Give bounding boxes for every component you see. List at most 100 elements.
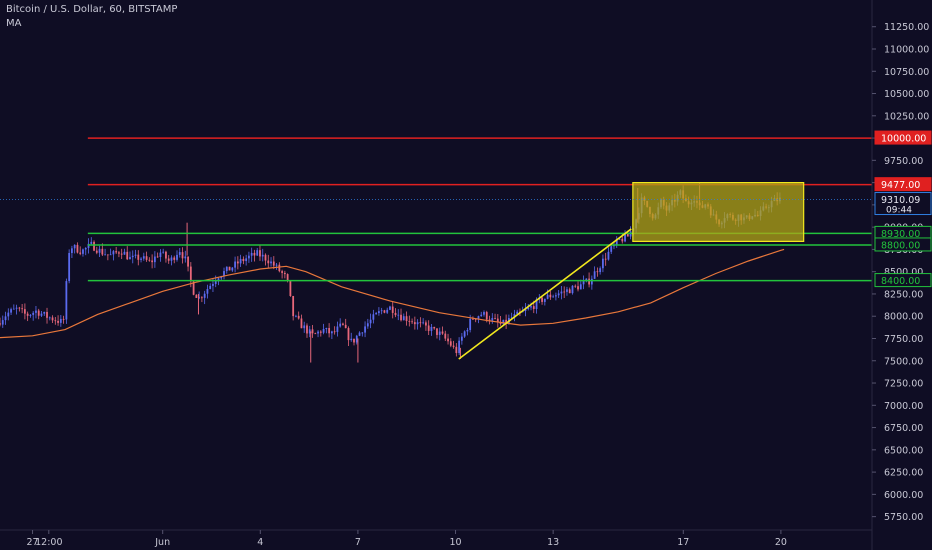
candle-body [353, 338, 355, 343]
candle-body [236, 261, 239, 264]
candle-body [483, 312, 485, 315]
candle-body [618, 238, 621, 240]
candle-body [552, 296, 555, 298]
candle-body [32, 312, 35, 315]
symbol-title[interactable]: Bitcoin / U.S. Dollar, 60, BITSTAMP [6, 4, 178, 15]
candle-body [389, 306, 391, 310]
candle-body [369, 319, 372, 324]
candle-body [555, 295, 557, 297]
candle-body [317, 331, 319, 334]
candle-body [181, 252, 184, 259]
y-tick-label: 6000.00 [884, 490, 923, 501]
current-price-tag-box [874, 192, 932, 216]
candle-body [416, 322, 419, 325]
candle-body [342, 323, 344, 325]
candle-body [469, 318, 472, 330]
candle-body [447, 338, 449, 342]
candle-body [377, 311, 380, 314]
candle-body [253, 252, 256, 256]
x-tick-label: 27 [26, 537, 38, 548]
candle-body [566, 289, 568, 292]
candle-body [120, 253, 123, 255]
candle-body [546, 294, 549, 299]
candle-body [366, 323, 369, 327]
candle-body [12, 308, 15, 310]
candle-body [306, 325, 308, 334]
candle-body [427, 325, 430, 331]
candle-body [466, 329, 469, 332]
candle-body [145, 256, 148, 260]
candle-body [543, 298, 546, 302]
candle-body [217, 278, 220, 282]
candle-body [460, 336, 463, 341]
candle-body [472, 318, 474, 320]
candle-body [212, 283, 214, 286]
candle-body [314, 333, 317, 335]
annotations-layer [0, 182, 872, 360]
y-tick-label: 11250.00 [884, 22, 929, 33]
candle-body [37, 310, 40, 316]
candle-body [308, 329, 311, 334]
candle-body [59, 318, 62, 323]
candle-body [289, 280, 292, 297]
candle-body [134, 254, 137, 256]
candle-body [68, 253, 71, 282]
candle-body [10, 309, 12, 313]
candle-body [582, 281, 585, 285]
candle-body [383, 310, 386, 313]
candle-body [95, 250, 98, 253]
candle-body [391, 306, 394, 313]
candle-body [82, 249, 84, 254]
chart-header: Bitcoin / U.S. Dollar, 60, BITSTAMP MA [6, 3, 177, 31]
y-tick-label: 6250.00 [884, 468, 923, 479]
y-tick-label: 6750.00 [884, 423, 923, 434]
candle-body [4, 316, 7, 321]
candle-body [156, 256, 159, 258]
candle-body [480, 314, 483, 317]
candle-body [496, 318, 499, 323]
candle-body [281, 271, 283, 273]
candle-body [477, 316, 480, 320]
candle-body [7, 312, 10, 317]
y-tick-label: 9750.00 [884, 156, 923, 167]
candle-body [295, 315, 297, 317]
indicator-label[interactable]: MA [6, 18, 22, 29]
candle-body [98, 248, 101, 253]
candle-body [153, 256, 156, 263]
candle-body [513, 314, 516, 318]
candle-body [242, 258, 245, 262]
candle-body [524, 309, 527, 311]
candle-body [256, 250, 259, 256]
candle-body [422, 322, 425, 324]
candle-body [336, 326, 339, 332]
countdown-label: 09:44 [886, 206, 912, 216]
candle-body [57, 320, 59, 323]
candle-body [225, 266, 228, 272]
candle-body [386, 309, 389, 313]
candle-body [319, 331, 322, 333]
candle-body [405, 316, 408, 321]
candle-body [259, 250, 261, 257]
candle-body [112, 251, 115, 255]
candle-body [375, 313, 378, 315]
candle-body [604, 258, 607, 260]
candle-body [557, 293, 560, 296]
y-tick-label: 7750.00 [884, 334, 923, 345]
candle-body [93, 241, 95, 251]
candle-body [79, 252, 82, 254]
candle-body [505, 319, 508, 324]
candle-body [48, 317, 51, 319]
candle-body [563, 291, 566, 293]
candle-body [292, 296, 295, 317]
x-tick-label: 12:00 [35, 537, 62, 548]
candle-body [297, 315, 300, 319]
candle-body [372, 314, 375, 320]
candle-body [131, 255, 134, 258]
candle-body [234, 261, 236, 268]
candle-body [444, 333, 447, 339]
candle-body [76, 244, 79, 253]
candle-body [303, 325, 306, 329]
